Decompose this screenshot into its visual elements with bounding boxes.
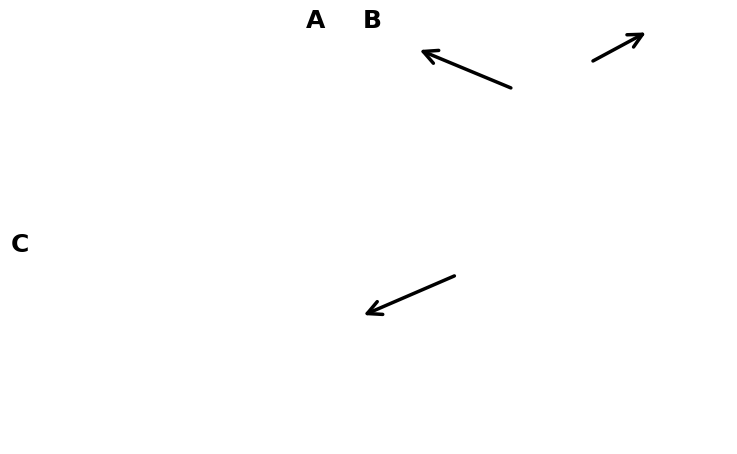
Text: A: A xyxy=(306,9,325,33)
Text: B: B xyxy=(363,9,382,33)
Text: C: C xyxy=(11,233,29,257)
